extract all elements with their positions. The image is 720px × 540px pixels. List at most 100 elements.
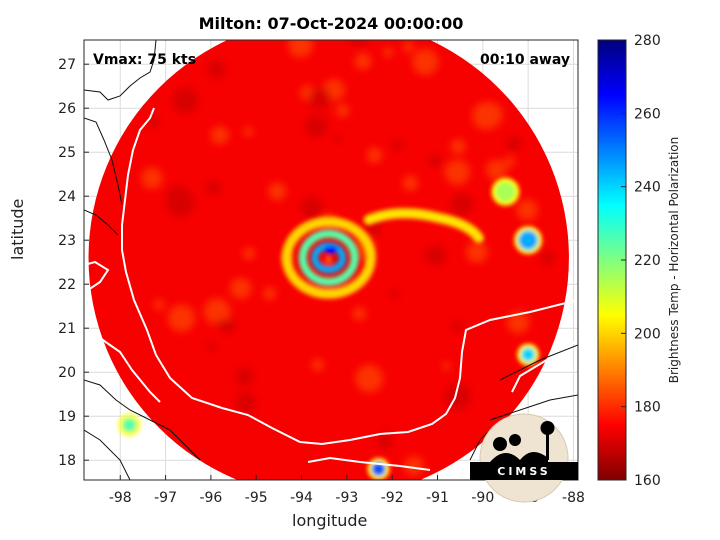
texture-blob (166, 189, 195, 218)
texture-blob (308, 87, 331, 110)
texture-blob (300, 196, 323, 219)
x-tick-label: -90 (471, 490, 494, 506)
colorbar-tick-label: 280 (634, 33, 661, 49)
y-tick-label: 21 (58, 321, 76, 337)
texture-blob (451, 320, 463, 332)
time-away-label: 00:10 away (480, 52, 570, 68)
texture-blob (540, 250, 555, 265)
texture-blob (220, 318, 236, 334)
eyewall-ring (311, 242, 347, 274)
texture-blob (506, 135, 522, 152)
y-tick-label: 26 (58, 101, 76, 117)
texture-blob (403, 41, 415, 53)
swath-texture (141, 40, 555, 476)
texture-blob (167, 304, 195, 332)
texture-blob (236, 392, 257, 413)
vmax-label: Vmax: 75 kts (93, 52, 197, 68)
colorbar-tick-label: 180 (634, 400, 661, 416)
texture-blob (442, 361, 451, 370)
texture-blob (507, 311, 530, 334)
x-axis-label: longitude (292, 511, 368, 530)
texture-blob (472, 101, 500, 130)
spiral-band (363, 208, 484, 243)
texture-blob (336, 104, 350, 118)
logo-banner (470, 462, 578, 480)
axes-box (83, 39, 579, 481)
colorbar-tick-label: 260 (634, 106, 661, 122)
colorbar-tick-label: 220 (634, 253, 661, 269)
y-tick-label: 18 (58, 453, 76, 469)
y-tick-label: 20 (58, 365, 76, 381)
convection-core (122, 418, 137, 432)
texture-blob (391, 139, 403, 152)
texture-blob (311, 358, 324, 372)
texture-blob (268, 182, 287, 201)
x-tick-label: -95 (245, 490, 268, 506)
texture-blob (451, 193, 474, 216)
texture-blob (332, 134, 342, 143)
y-axis-label: latitude (8, 198, 27, 260)
convection-core (521, 347, 536, 362)
texture-blob (412, 48, 439, 76)
logo-antenna2-icon (509, 434, 521, 446)
texture-blob (486, 159, 507, 181)
y-tick-label: 23 (58, 233, 76, 249)
cimss-logo: CIMSS (470, 413, 578, 503)
logo-watertower-icon (540, 421, 555, 435)
texture-blob (516, 199, 538, 221)
x-tick-label: -88 (562, 490, 585, 506)
x-tick-label: -93 (335, 490, 358, 506)
texture-blob (352, 307, 366, 321)
texture-blob (230, 277, 252, 300)
coastline-white (84, 107, 578, 471)
logo-text: CIMSS (497, 465, 550, 478)
texture-blob (382, 47, 394, 58)
texture-blob (206, 342, 216, 352)
texture-blob (349, 40, 368, 47)
texture-blob (242, 247, 256, 260)
colorbar-tick-label: 240 (634, 180, 661, 196)
texture-blob (215, 319, 224, 329)
x-tick-label: -98 (109, 490, 132, 506)
plot-title: Milton: 07-Oct-2024 00:00:00 (198, 14, 464, 33)
texture-blob (366, 147, 383, 164)
colorbar-label: Brightness Temp - Horizontal Polarizatio… (667, 137, 681, 384)
texture-blob (243, 127, 254, 137)
colorbar-tick-label: 200 (634, 326, 661, 342)
texture-blob (210, 126, 229, 145)
rainband-core (518, 230, 539, 251)
texture-blob (366, 221, 382, 237)
y-axis-ticks: 18 19 20 21 22 23 24 25 26 27 (58, 57, 89, 469)
texture-blob (450, 139, 466, 155)
texture-blob (203, 298, 231, 326)
y-tick-label: 25 (58, 145, 76, 161)
x-tick-label: -92 (381, 490, 404, 506)
texture-blob (444, 159, 470, 185)
texture-blob (141, 167, 163, 189)
texture-blob (354, 52, 372, 70)
map-content (84, 40, 578, 480)
y-tick-label: 19 (58, 409, 76, 425)
texture-blob (355, 364, 384, 393)
colorbar: 160 180 200 220 240 260 280 Brightness Temp - … (597, 33, 681, 489)
texture-blob (402, 175, 419, 191)
y-tick-label: 22 (58, 277, 76, 293)
convection-core (371, 462, 386, 476)
texture-blob (428, 154, 442, 168)
texture-blob (235, 367, 254, 386)
texture-blob (263, 287, 277, 300)
microwave-swath (88, 40, 569, 480)
colorbar-ticks: 160 180 200 220 240 260 280 (621, 33, 661, 489)
texture-blob (288, 40, 313, 58)
coastline-black (84, 40, 578, 480)
texture-blob (205, 180, 221, 195)
texture-blob (207, 60, 226, 79)
texture-blob (172, 87, 199, 114)
eyewall-core (323, 245, 338, 254)
texture-blob (466, 241, 488, 263)
texture-blob (504, 156, 516, 167)
texture-blob (404, 455, 424, 476)
x-tick-label: -97 (154, 490, 177, 506)
logo-antenna-icon (493, 437, 507, 451)
colorbar-tick-label: 160 (634, 473, 661, 489)
